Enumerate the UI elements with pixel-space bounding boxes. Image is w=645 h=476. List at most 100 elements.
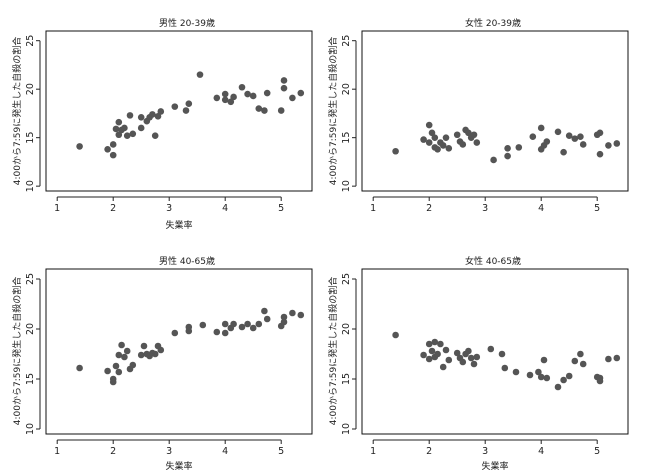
x-tick-label: 4 bbox=[222, 446, 228, 457]
data-point bbox=[297, 89, 305, 97]
x-tick-label: 3 bbox=[482, 203, 488, 214]
y-tick-label: 15 bbox=[25, 373, 36, 385]
data-point bbox=[596, 150, 604, 158]
data-point bbox=[115, 368, 123, 376]
data-point bbox=[571, 357, 579, 365]
data-point bbox=[244, 320, 251, 328]
x-tick-label: 5 bbox=[278, 203, 284, 214]
data-point bbox=[109, 378, 117, 386]
data-point bbox=[151, 350, 159, 358]
data-point bbox=[126, 112, 134, 119]
data-point bbox=[261, 307, 268, 315]
x-axis: 1 2 3 4 5 bbox=[370, 439, 600, 457]
data-point bbox=[529, 133, 537, 140]
data-point bbox=[137, 114, 145, 121]
data-point bbox=[453, 131, 461, 139]
data-point bbox=[434, 350, 441, 358]
data-point bbox=[277, 107, 285, 114]
panel-female-20-39: 女性 20-39歳 1 2 3 4 5 10 15 20 25 4:00から7:59に発生した… bbox=[327, 17, 629, 214]
data-point bbox=[392, 147, 399, 155]
data-point bbox=[171, 329, 179, 337]
panel-title: 男性 40-65歳 bbox=[159, 255, 215, 267]
x-tick-label: 3 bbox=[166, 446, 172, 457]
data-point bbox=[249, 92, 257, 100]
data-point bbox=[459, 358, 467, 366]
data-point bbox=[577, 350, 584, 358]
data-point bbox=[244, 90, 251, 98]
data-point bbox=[238, 83, 246, 91]
data-point bbox=[104, 367, 111, 375]
data-point bbox=[526, 371, 534, 379]
data-point bbox=[442, 346, 450, 354]
y-tick-label: 25 bbox=[341, 273, 352, 285]
data-point bbox=[431, 338, 439, 346]
data-point bbox=[579, 141, 587, 148]
y-tick-label: 25 bbox=[341, 35, 352, 47]
y-axis: 10 15 20 25 bbox=[25, 273, 41, 435]
data-point bbox=[280, 313, 288, 321]
data-point bbox=[504, 152, 511, 160]
y-tick-label: 15 bbox=[341, 373, 352, 385]
x-tick-label: 2 bbox=[110, 446, 116, 457]
data-point bbox=[445, 145, 453, 152]
data-point bbox=[263, 315, 271, 323]
y-tick-label: 10 bbox=[25, 423, 36, 435]
data-point bbox=[504, 145, 511, 152]
data-point bbox=[425, 139, 433, 146]
y-axis: 10 15 20 25 bbox=[341, 35, 357, 192]
data-point bbox=[431, 134, 439, 141]
y-axis-title: 4:00から7:59に発生した自殺の割合 bbox=[327, 37, 339, 185]
data-point bbox=[459, 141, 467, 148]
data-point bbox=[221, 329, 229, 337]
data-point bbox=[537, 124, 545, 132]
data-point bbox=[104, 146, 111, 153]
data-point bbox=[213, 94, 221, 102]
data-point bbox=[515, 144, 523, 151]
data-point bbox=[490, 156, 497, 164]
data-point bbox=[157, 346, 165, 354]
data-point bbox=[140, 342, 148, 350]
x-axis-title: 失業率 bbox=[165, 219, 192, 231]
points-layer bbox=[392, 331, 621, 391]
y-tick-label: 15 bbox=[25, 132, 36, 144]
x-tick-label: 2 bbox=[110, 203, 116, 214]
data-point bbox=[230, 93, 237, 101]
x-tick-label: 2 bbox=[426, 446, 432, 457]
x-tick-label: 5 bbox=[594, 203, 600, 214]
plot-area bbox=[361, 268, 629, 435]
data-point bbox=[596, 377, 604, 385]
data-point bbox=[137, 351, 145, 359]
data-point bbox=[238, 323, 246, 331]
data-point bbox=[439, 363, 447, 371]
data-point bbox=[196, 71, 204, 78]
x-tick-label: 3 bbox=[166, 203, 172, 214]
data-point bbox=[560, 376, 567, 384]
y-tick-label: 15 bbox=[341, 132, 352, 144]
data-point bbox=[185, 100, 193, 108]
data-point bbox=[565, 372, 573, 380]
data-point bbox=[213, 328, 221, 336]
data-point bbox=[123, 347, 131, 355]
data-point bbox=[297, 311, 305, 319]
data-point bbox=[392, 331, 399, 339]
data-point bbox=[289, 309, 296, 317]
x-tick-label: 1 bbox=[54, 203, 60, 214]
data-point bbox=[605, 355, 612, 363]
data-point bbox=[467, 354, 475, 362]
data-point bbox=[280, 318, 288, 326]
data-point bbox=[473, 139, 481, 146]
data-point bbox=[498, 350, 506, 358]
x-tick-label: 4 bbox=[538, 203, 544, 214]
x-tick-label: 1 bbox=[370, 446, 376, 457]
data-point bbox=[221, 320, 229, 328]
data-point bbox=[129, 130, 137, 138]
data-point bbox=[442, 134, 450, 141]
x-tick-label: 5 bbox=[278, 446, 284, 457]
x-tick-label: 1 bbox=[54, 446, 60, 457]
y-tick-label: 20 bbox=[341, 323, 352, 335]
data-point bbox=[227, 98, 235, 106]
data-point bbox=[453, 349, 461, 357]
data-point bbox=[425, 355, 433, 363]
data-point bbox=[554, 128, 562, 136]
data-point bbox=[605, 142, 612, 149]
